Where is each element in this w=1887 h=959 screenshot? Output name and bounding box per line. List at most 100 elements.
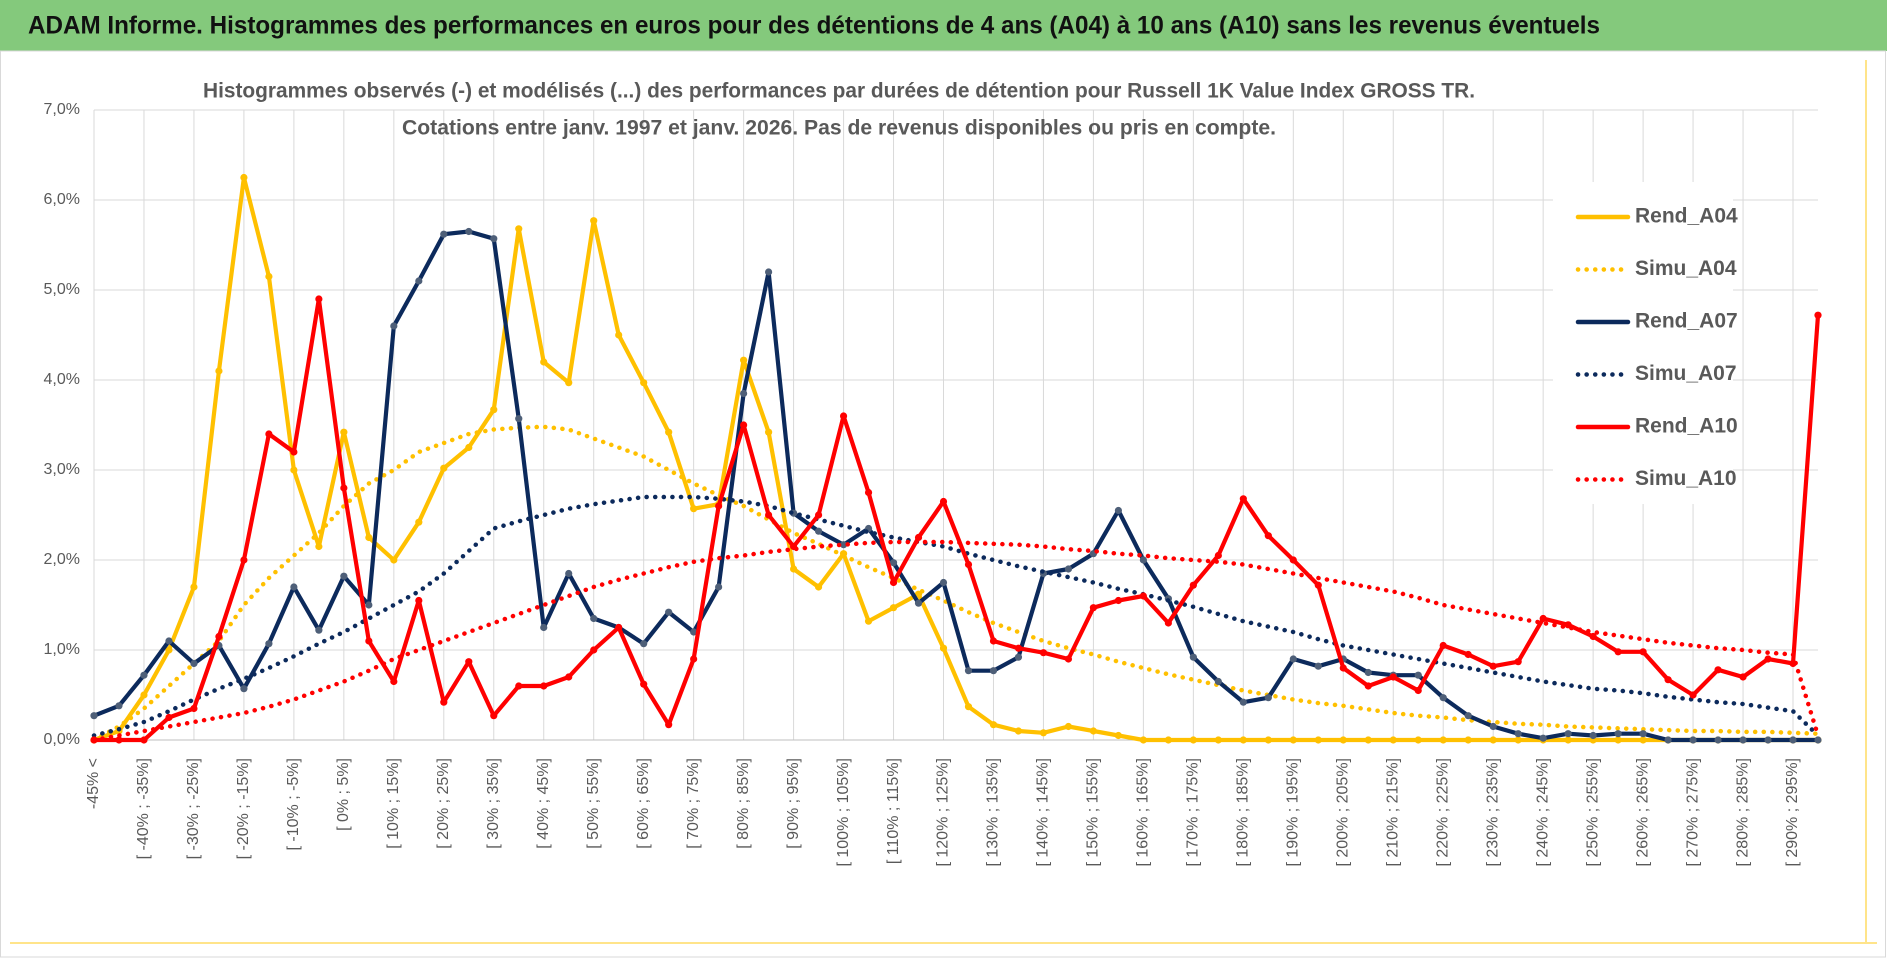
x-tick-label: [ 20% ; 25%] — [435, 758, 452, 849]
point-marker — [839, 541, 848, 549]
point-marker — [1514, 658, 1522, 666]
point-marker — [1589, 632, 1597, 641]
point-marker — [1764, 655, 1772, 663]
point-marker — [1564, 736, 1572, 744]
point-marker — [190, 583, 198, 591]
point-marker — [390, 556, 398, 564]
point-marker — [165, 637, 173, 645]
chart-title: Histogrammes observés (-) et modélisés (… — [203, 80, 1475, 103]
point-marker — [415, 277, 423, 285]
point-marker — [240, 173, 248, 182]
point-marker — [1164, 619, 1172, 627]
point-marker — [190, 704, 198, 713]
point-marker — [390, 322, 398, 330]
point-marker — [1464, 712, 1472, 720]
point-marker — [1814, 736, 1822, 744]
point-marker — [1339, 664, 1347, 672]
point-marker — [1464, 736, 1472, 744]
point-marker — [889, 604, 898, 612]
point-marker — [90, 712, 98, 720]
point-marker — [1414, 736, 1422, 744]
frame — [0, 50, 1886, 958]
point-marker — [1589, 731, 1597, 740]
point-marker — [765, 428, 773, 436]
point-marker — [440, 464, 448, 472]
point-marker — [640, 680, 648, 688]
x-tick-label: [ 170% ; 175%] — [1185, 758, 1202, 867]
point-marker — [1264, 532, 1272, 540]
point-marker — [690, 628, 698, 636]
point-marker — [515, 682, 523, 690]
point-marker — [1514, 736, 1522, 744]
point-marker — [1464, 650, 1472, 659]
point-marker — [590, 646, 598, 654]
x-tick-label: [ 240% ; 245%] — [1534, 758, 1551, 867]
point-marker — [964, 560, 973, 569]
x-tick-label: [ 280% ; 285%] — [1734, 758, 1751, 867]
point-marker — [290, 448, 298, 456]
point-marker — [465, 658, 473, 666]
point-marker — [939, 497, 948, 506]
x-tick-label: [ 100% ; 105%] — [835, 758, 852, 867]
point-marker — [1164, 736, 1172, 744]
legend: Rend_A04 Simu_A04 Rend_A07 Simu_A07 Rend_A10… — [1553, 182, 1738, 504]
point-marker — [1489, 736, 1497, 744]
point-marker — [1139, 592, 1147, 600]
point-marker — [1539, 734, 1547, 742]
point-marker — [165, 646, 173, 654]
point-marker — [1664, 736, 1672, 744]
point-marker — [1314, 662, 1322, 670]
point-marker — [1664, 676, 1672, 684]
point-marker — [590, 614, 598, 623]
legend-label: Rend_A04 — [1635, 205, 1738, 228]
point-marker — [240, 685, 248, 693]
series-line — [91, 494, 1821, 738]
x-tick-label: [ 150% ; 155%] — [1085, 758, 1102, 867]
point-marker — [1214, 551, 1222, 560]
point-marker — [765, 511, 773, 519]
point-marker — [1439, 641, 1447, 650]
point-marker — [140, 736, 148, 744]
point-marker — [1214, 736, 1222, 744]
series-line — [91, 539, 1821, 743]
point-marker — [365, 533, 373, 542]
header-band — [0, 0, 1887, 51]
point-marker — [1264, 694, 1272, 702]
point-marker — [989, 667, 998, 675]
point-marker — [1364, 668, 1372, 677]
x-tick-label: [ 270% ; 275%] — [1684, 758, 1701, 867]
point-marker — [1239, 698, 1247, 706]
point-marker — [665, 428, 673, 436]
point-marker — [240, 556, 248, 564]
point-marker — [390, 677, 398, 686]
point-marker — [1364, 736, 1372, 744]
series-line — [91, 296, 1821, 743]
x-tick-label: -45% < — [85, 758, 102, 809]
point-marker — [640, 379, 648, 387]
point-marker — [1239, 736, 1247, 744]
x-tick-label: [ 220% ; 225%] — [1434, 758, 1451, 867]
point-marker — [1064, 565, 1073, 573]
point-marker — [1264, 736, 1272, 744]
x-tick-label: [ 190% ; 195%] — [1285, 758, 1302, 867]
point-marker — [1114, 731, 1123, 740]
y-tick-label: 5,0% — [44, 281, 80, 298]
point-marker — [1089, 727, 1098, 735]
point-marker — [1189, 736, 1197, 744]
point-marker — [1739, 736, 1747, 744]
point-marker — [1414, 671, 1422, 679]
x-tick-label: [ 250% ; 255%] — [1584, 758, 1601, 867]
point-marker — [789, 565, 798, 573]
point-marker — [1689, 691, 1697, 699]
point-marker — [814, 583, 823, 591]
point-marker — [115, 736, 123, 744]
point-marker — [989, 721, 998, 729]
x-tick-label: [ 180% ; 185%] — [1235, 758, 1252, 867]
y-tick-label: 0,0% — [44, 731, 80, 748]
point-marker — [939, 644, 948, 652]
point-marker — [1614, 730, 1622, 738]
point-marker — [1314, 736, 1322, 744]
point-marker — [315, 542, 323, 551]
